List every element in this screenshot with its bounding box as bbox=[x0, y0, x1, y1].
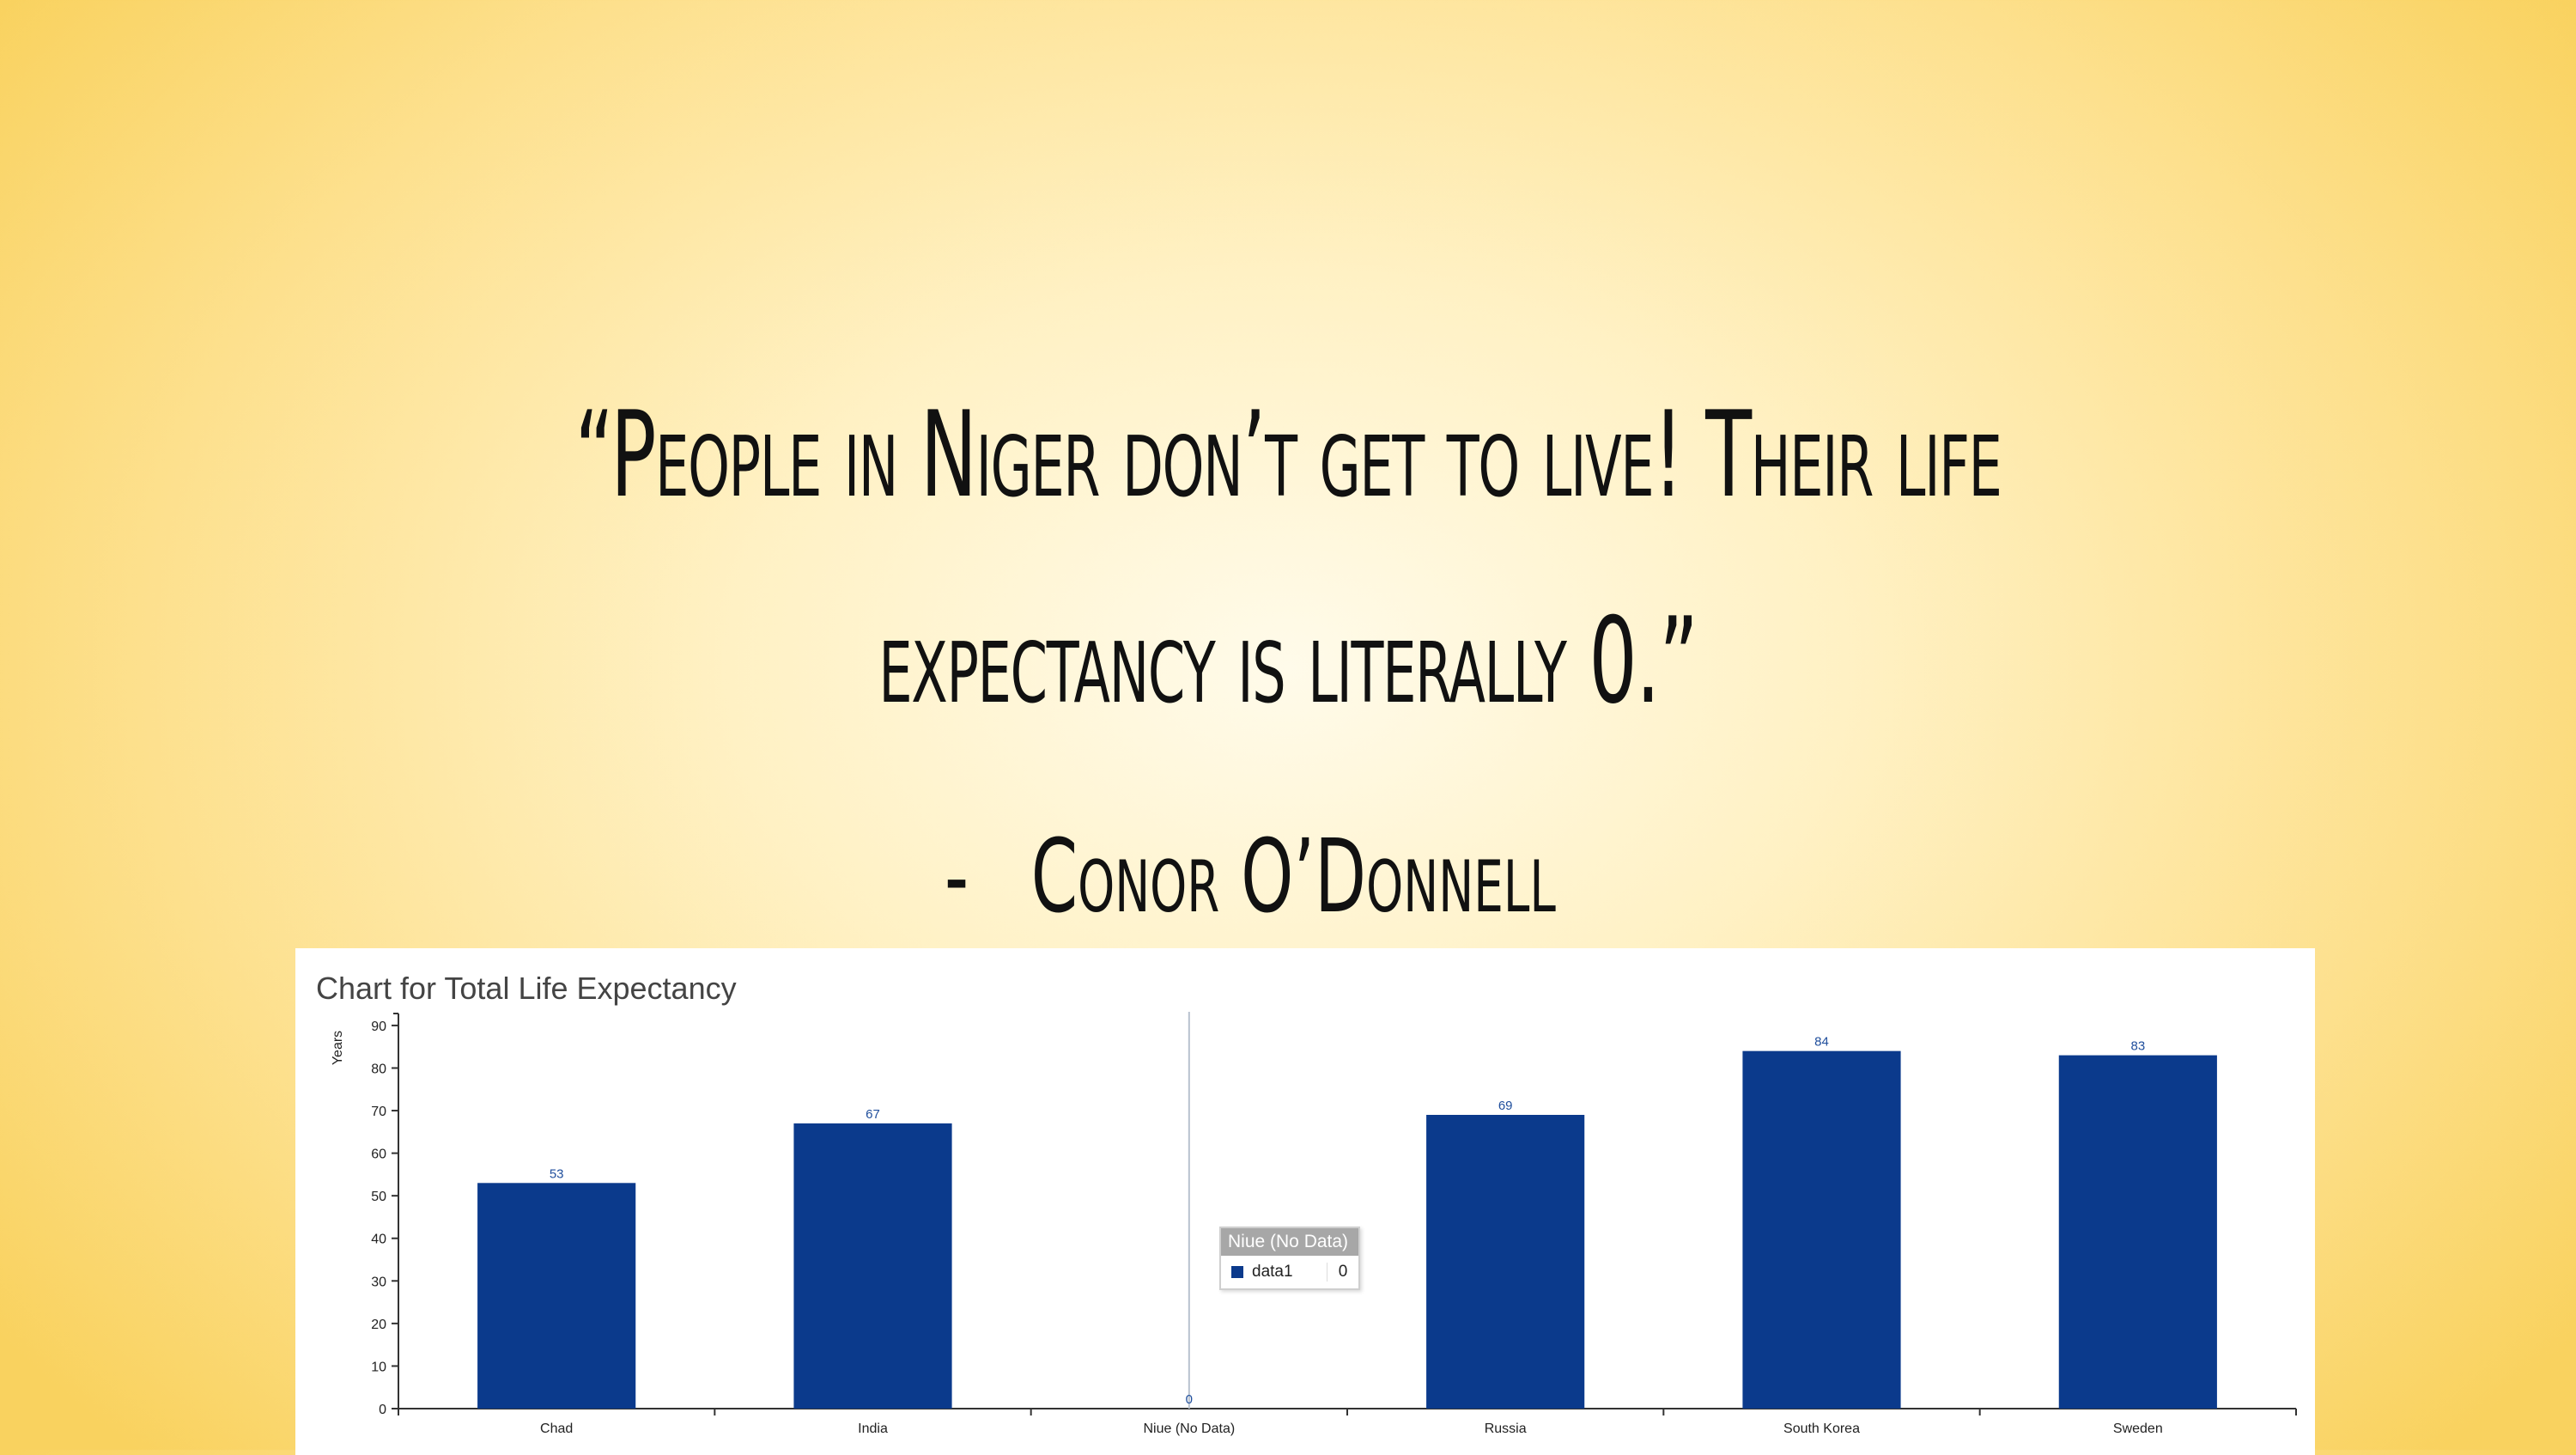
y-tick-label: 20 bbox=[371, 1318, 386, 1332]
y-tick-label: 10 bbox=[371, 1360, 386, 1374]
y-tick-label: 0 bbox=[379, 1403, 386, 1417]
x-tick-label: Sweden bbox=[2113, 1422, 2163, 1436]
x-tick-label: South Korea bbox=[1783, 1422, 1860, 1436]
bar bbox=[477, 1183, 636, 1409]
quote-text: “People in Niger don’t get to live! Thei… bbox=[546, 352, 2030, 764]
bar bbox=[793, 1123, 952, 1409]
x-tick-label: Chad bbox=[540, 1422, 573, 1436]
tooltip-title: Niue (No Data) bbox=[1221, 1228, 1358, 1256]
tooltip-series-name: data1 bbox=[1252, 1263, 1293, 1281]
life-expectancy-chart: Chart for Total Life Expectancy 0 10 20 30 4… bbox=[295, 948, 2315, 1455]
bar bbox=[2058, 1055, 2217, 1409]
y-tick-label: 80 bbox=[371, 1062, 386, 1076]
quote-attribution: - Conor O’Donnell bbox=[945, 817, 1556, 935]
chart-title: Chart for Total Life Expectancy bbox=[316, 971, 737, 1006]
chart-tooltip: Niue (No Data) data1 0 bbox=[1219, 1227, 1360, 1290]
x-tick-label: India bbox=[858, 1422, 888, 1436]
y-tick-label: 60 bbox=[371, 1148, 386, 1162]
x-tick-label: Niue (No Data) bbox=[1143, 1422, 1235, 1436]
quote-line-1: “People in Niger don’t get to live! Thei… bbox=[574, 386, 2002, 524]
bar bbox=[1426, 1115, 1585, 1409]
x-tick-label: Russia bbox=[1485, 1422, 1527, 1436]
author-name: Conor O’Donnell bbox=[1030, 817, 1556, 935]
data-label: 84 bbox=[1814, 1035, 1829, 1050]
data-label: 0 bbox=[1186, 1392, 1193, 1407]
chart-plot: 0102030405060708090Years53Chad67India0Ni… bbox=[331, 1012, 2297, 1436]
y-tick-label: 70 bbox=[371, 1105, 386, 1119]
bar bbox=[1742, 1050, 1901, 1409]
tooltip-series-swatch bbox=[1231, 1266, 1243, 1278]
data-label: 53 bbox=[550, 1166, 564, 1181]
data-label: 83 bbox=[2130, 1039, 2145, 1054]
y-tick-label: 40 bbox=[371, 1233, 386, 1247]
tooltip-row: data1 0 bbox=[1221, 1256, 1358, 1288]
y-tick-label: 30 bbox=[371, 1275, 386, 1289]
data-label: 69 bbox=[1498, 1099, 1513, 1113]
y-axis-title: Years bbox=[331, 1031, 345, 1065]
y-tick-label: 90 bbox=[371, 1020, 386, 1034]
attribution-dash: - bbox=[945, 817, 969, 935]
quote-line-2: expectancy is literally 0.” bbox=[878, 592, 1698, 730]
y-tick-label: 50 bbox=[371, 1190, 386, 1204]
data-label: 67 bbox=[866, 1107, 880, 1122]
tooltip-value: 0 bbox=[1327, 1263, 1358, 1281]
